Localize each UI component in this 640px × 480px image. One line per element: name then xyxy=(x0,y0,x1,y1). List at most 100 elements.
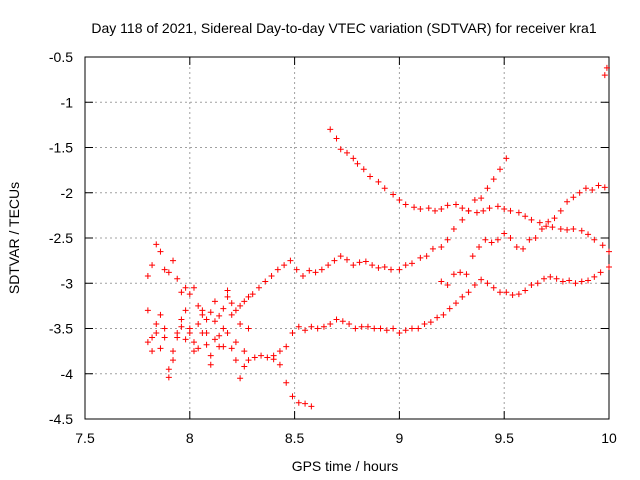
data-point xyxy=(268,273,275,280)
data-point xyxy=(251,354,258,361)
data-point xyxy=(216,312,223,319)
data-point xyxy=(161,334,168,341)
data-point xyxy=(388,266,395,273)
data-point xyxy=(557,207,564,214)
data-point xyxy=(381,185,388,192)
data-point xyxy=(396,266,403,273)
data-point xyxy=(327,126,334,133)
chart-title: Day 118 of 2021, Sidereal Day-to-day VTE… xyxy=(91,20,596,36)
data-point xyxy=(538,225,545,232)
x-tick-label: 7.5 xyxy=(75,430,95,446)
data-point xyxy=(178,289,185,296)
data-point xyxy=(402,327,409,334)
data-point xyxy=(564,226,571,233)
data-point xyxy=(377,325,384,332)
data-point xyxy=(536,219,543,226)
data-point xyxy=(249,291,256,298)
grid-lines xyxy=(85,57,609,419)
data-point xyxy=(371,325,378,332)
data-point xyxy=(207,361,214,368)
data-point xyxy=(203,330,210,337)
data-point xyxy=(578,278,585,285)
data-point xyxy=(543,223,550,230)
data-point xyxy=(484,280,491,287)
data-point xyxy=(417,254,424,261)
data-point xyxy=(241,348,248,355)
data-point xyxy=(352,325,359,332)
data-point xyxy=(178,316,185,323)
data-point xyxy=(484,185,491,192)
data-point xyxy=(283,379,290,386)
data-point xyxy=(383,327,390,334)
data-point xyxy=(228,311,235,318)
data-point xyxy=(478,276,485,283)
data-point xyxy=(344,256,350,263)
data-point xyxy=(144,273,151,280)
data-point xyxy=(149,262,156,269)
data-point xyxy=(299,273,306,280)
data-point xyxy=(444,236,451,243)
series-outlier xyxy=(601,64,610,79)
data-point xyxy=(360,166,367,173)
data-point xyxy=(358,323,365,330)
data-point xyxy=(471,196,478,203)
data-point xyxy=(237,302,244,309)
data-point xyxy=(559,278,566,285)
data-point xyxy=(170,357,177,364)
y-tick-label: -2 xyxy=(61,185,74,201)
data-point xyxy=(232,307,239,314)
data-point xyxy=(237,375,244,382)
y-tick-label: -2.5 xyxy=(49,230,73,246)
data-point xyxy=(190,348,197,355)
data-point xyxy=(314,325,321,332)
data-point xyxy=(302,327,309,334)
x-tick-label: 9 xyxy=(396,430,404,446)
data-point xyxy=(601,184,608,191)
data-point xyxy=(408,260,415,267)
data-point xyxy=(494,236,501,243)
data-point xyxy=(220,305,227,312)
x-tick-label: 8.5 xyxy=(285,430,305,446)
data-point xyxy=(465,289,472,296)
data-point xyxy=(438,244,445,251)
data-point xyxy=(207,352,214,359)
data-point xyxy=(421,320,428,327)
data-point xyxy=(153,241,160,248)
data-point xyxy=(293,266,300,273)
data-point xyxy=(595,182,602,189)
data-point xyxy=(541,275,548,282)
data-point xyxy=(211,298,218,305)
data-point xyxy=(465,207,472,214)
data-point xyxy=(241,298,248,305)
data-point xyxy=(354,160,361,167)
data-point xyxy=(597,269,604,276)
data-point xyxy=(438,278,445,285)
data-point xyxy=(232,357,239,364)
data-point xyxy=(308,323,315,330)
data-point xyxy=(390,325,397,332)
data-point xyxy=(224,287,231,294)
data-point xyxy=(364,323,371,330)
data-point xyxy=(606,248,612,255)
data-point xyxy=(186,291,193,298)
data-point xyxy=(350,155,357,162)
data-point xyxy=(423,253,430,260)
data-point xyxy=(452,300,459,307)
data-point xyxy=(396,196,403,203)
data-point xyxy=(497,166,504,173)
data-point xyxy=(312,269,319,276)
data-point xyxy=(255,284,262,291)
data-point xyxy=(417,206,424,213)
y-tick-label: -1 xyxy=(61,94,74,110)
data-point xyxy=(507,207,514,214)
data-point xyxy=(482,236,489,243)
data-point xyxy=(320,323,327,330)
data-point xyxy=(232,339,239,346)
data-point xyxy=(289,393,296,400)
data-point xyxy=(306,267,313,274)
data-point xyxy=(576,189,583,196)
data-point xyxy=(408,325,415,332)
data-point xyxy=(415,325,422,332)
data-point xyxy=(553,275,560,282)
data-point xyxy=(551,215,558,222)
